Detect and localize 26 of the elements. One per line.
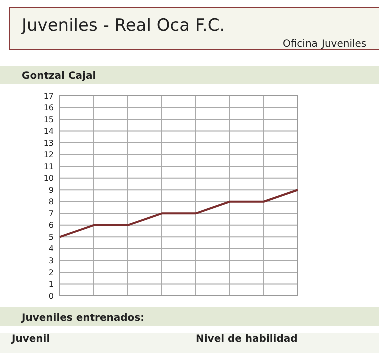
y-tick-label: 9	[48, 186, 54, 195]
y-tick-label: 2	[48, 268, 54, 278]
y-tick-label: 0	[48, 292, 54, 301]
y-tick-label: 1	[48, 280, 54, 290]
text: Oficina	[283, 39, 318, 50]
text: Juveniles entrenados:	[21, 313, 145, 324]
y-tick-label: 4	[48, 244, 54, 254]
y-tick-label: 8	[48, 198, 54, 207]
line-series	[59, 189, 299, 238]
y-tick-label: 16	[44, 104, 54, 113]
y-tick-label: 6	[48, 221, 54, 230]
chart-subtitle: Juveniles - Real Oca F.C.	[21, 16, 226, 36]
y-tick-label: 14	[44, 127, 54, 136]
text: Nivel de habilidad	[196, 334, 298, 345]
y-tick-label: 13	[44, 138, 54, 148]
y-tick-label: 15	[44, 115, 54, 124]
y-tick-label: 17	[44, 92, 54, 101]
y-tick-label: 5	[48, 232, 54, 242]
y-tick-label: 10	[44, 174, 54, 184]
text: Juvenil	[11, 334, 50, 345]
chart-title: Gontzal Cajal	[22, 71, 96, 82]
y-tick-label: 12	[44, 150, 54, 160]
text: Juveniles	[321, 39, 367, 50]
y-tick-label: 11	[44, 162, 54, 172]
y-tick-label: 3	[48, 256, 54, 266]
y-tick-label: 7	[48, 209, 54, 218]
